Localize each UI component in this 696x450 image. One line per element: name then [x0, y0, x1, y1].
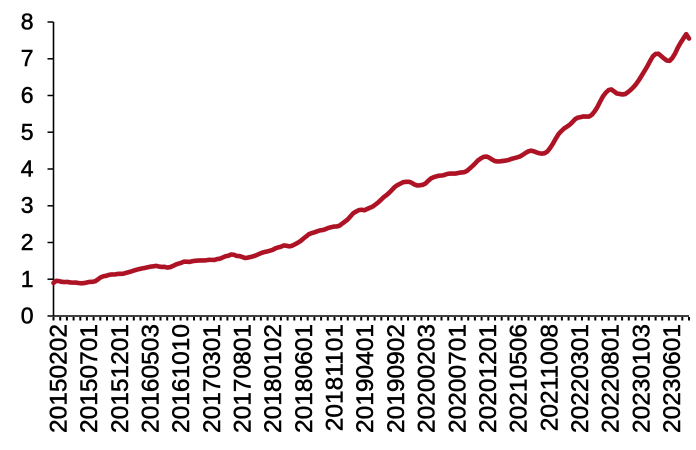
svg-text:20161010: 20161010 — [168, 324, 195, 433]
svg-text:20150202: 20150202 — [46, 324, 73, 433]
svg-text:20230103: 20230103 — [628, 324, 655, 433]
svg-text:5: 5 — [21, 119, 34, 145]
svg-text:20211008: 20211008 — [536, 324, 563, 431]
svg-text:20190902: 20190902 — [383, 324, 410, 433]
svg-text:20181101: 20181101 — [322, 324, 349, 431]
svg-text:20230601: 20230601 — [659, 324, 686, 433]
svg-text:20210506: 20210506 — [506, 324, 533, 433]
svg-text:20200203: 20200203 — [414, 324, 441, 433]
svg-text:20170301: 20170301 — [199, 324, 226, 433]
svg-text:20190401: 20190401 — [352, 324, 379, 433]
svg-text:20200701: 20200701 — [444, 324, 471, 433]
svg-text:20180102: 20180102 — [260, 324, 287, 433]
svg-text:20160503: 20160503 — [138, 324, 165, 433]
svg-text:20150701: 20150701 — [76, 324, 103, 433]
svg-text:1: 1 — [21, 266, 34, 292]
svg-text:20220801: 20220801 — [598, 324, 625, 433]
svg-text:20180601: 20180601 — [291, 324, 318, 433]
svg-text:20201201: 20201201 — [475, 324, 502, 433]
svg-text:0: 0 — [21, 303, 34, 329]
svg-text:20151201: 20151201 — [107, 324, 134, 433]
svg-text:4: 4 — [21, 156, 34, 182]
svg-text:3: 3 — [21, 192, 34, 218]
svg-text:8: 8 — [21, 9, 34, 35]
svg-text:6: 6 — [21, 82, 34, 108]
svg-text:2: 2 — [21, 229, 34, 255]
svg-text:7: 7 — [21, 45, 34, 71]
svg-text:20170801: 20170801 — [230, 324, 257, 433]
svg-text:20220301: 20220301 — [567, 324, 594, 433]
